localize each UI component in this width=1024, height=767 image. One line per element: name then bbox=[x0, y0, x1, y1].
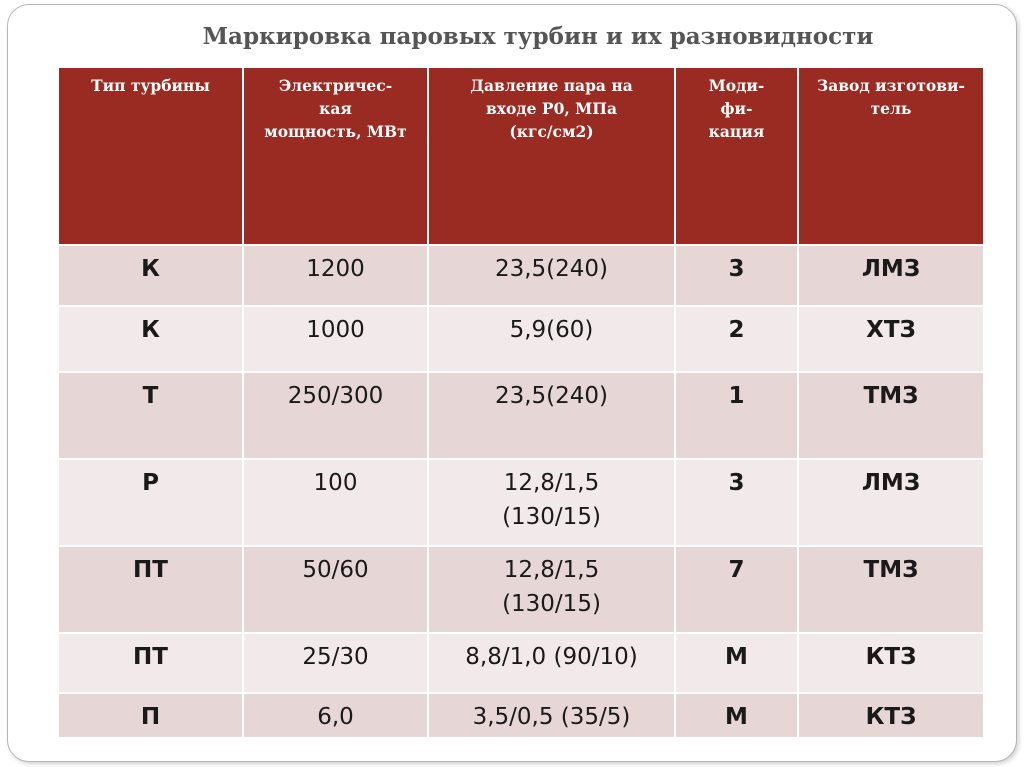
header-type-text: Тип турбины bbox=[91, 76, 210, 95]
cell-power: 250/300 bbox=[244, 373, 427, 458]
cell-modification: 3 bbox=[676, 460, 797, 545]
table-row: Т 250/300 23,5(240) 1 ТМЗ bbox=[59, 373, 983, 458]
cell-modification: М bbox=[676, 694, 797, 737]
cell-modification: 7 bbox=[676, 547, 797, 632]
header-plant: Завод изготови- тель bbox=[799, 68, 983, 244]
table-row: Р 100 12,8/1,5 (130/15) 3 ЛМЗ bbox=[59, 460, 983, 545]
cell-pressure: 23,5(240) bbox=[429, 246, 674, 305]
cell-type: К bbox=[59, 246, 242, 305]
header-modification: Моди- фи- кация bbox=[676, 68, 797, 244]
cell-plant: ЛМЗ bbox=[799, 246, 983, 305]
cell-type: Т bbox=[59, 373, 242, 458]
turbine-table: Тип турбины Электричес- кая мощность, МВ… bbox=[57, 66, 985, 739]
table-row: П 6,0 3,5/0,5 (35/5) М КТЗ bbox=[59, 694, 983, 737]
cell-type: К bbox=[59, 307, 242, 371]
header-type: Тип турбины bbox=[59, 68, 242, 244]
header-power-text: Электричес- кая мощность, МВт bbox=[264, 76, 407, 141]
cell-pressure: 3,5/0,5 (35/5) bbox=[429, 694, 674, 737]
slide-title: Маркировка паровых турбин и их разновидн… bbox=[202, 23, 874, 50]
cell-pressure: 8,8/1,0 (90/10) bbox=[429, 634, 674, 692]
cell-power: 6,0 bbox=[244, 694, 427, 737]
cell-power: 25/30 bbox=[244, 634, 427, 692]
cell-type: ПТ bbox=[59, 547, 242, 632]
header-pressure: Давление пара на входе Р0, МПа (кгс/см2) bbox=[429, 68, 674, 244]
cell-type: Р bbox=[59, 460, 242, 545]
cell-plant: КТЗ bbox=[799, 634, 983, 692]
header-modification-text: Моди- фи- кация bbox=[708, 76, 765, 141]
cell-power: 1200 bbox=[244, 246, 427, 305]
cell-power: 1000 bbox=[244, 307, 427, 371]
cell-plant: ТМЗ bbox=[799, 547, 983, 632]
cell-power: 100 bbox=[244, 460, 427, 545]
table-row: ПТ 25/30 8,8/1,0 (90/10) М КТЗ bbox=[59, 634, 983, 692]
cell-plant: КТЗ bbox=[799, 694, 983, 737]
header-plant-text: Завод изготови- тель bbox=[817, 76, 965, 118]
table-row: ПТ 50/60 12,8/1,5 (130/15) 7 ТМЗ bbox=[59, 547, 983, 632]
cell-pressure: 12,8/1,5 (130/15) bbox=[429, 547, 674, 632]
cell-modification: 2 bbox=[676, 307, 797, 371]
cell-type: ПТ bbox=[59, 634, 242, 692]
cell-modification: 3 bbox=[676, 246, 797, 305]
header-power: Электричес- кая мощность, МВт bbox=[244, 68, 427, 244]
cell-pressure: 5,9(60) bbox=[429, 307, 674, 371]
table-row: К 1200 23,5(240) 3 ЛМЗ bbox=[59, 246, 983, 305]
cell-type: П bbox=[59, 694, 242, 737]
table-row: К 1000 5,9(60) 2 ХТЗ bbox=[59, 307, 983, 371]
cell-pressure: 23,5(240) bbox=[429, 373, 674, 458]
cell-pressure: 12,8/1,5 (130/15) bbox=[429, 460, 674, 545]
header-pressure-text: Давление пара на входе Р0, МПа (кгс/см2) bbox=[470, 76, 633, 141]
cell-plant: ТМЗ bbox=[799, 373, 983, 458]
cell-plant: ЛМЗ bbox=[799, 460, 983, 545]
cell-plant: ХТЗ bbox=[799, 307, 983, 371]
table-header-row: Тип турбины Электричес- кая мощность, МВ… bbox=[59, 68, 983, 244]
cell-power: 50/60 bbox=[244, 547, 427, 632]
cell-modification: М bbox=[676, 634, 797, 692]
cell-modification: 1 bbox=[676, 373, 797, 458]
